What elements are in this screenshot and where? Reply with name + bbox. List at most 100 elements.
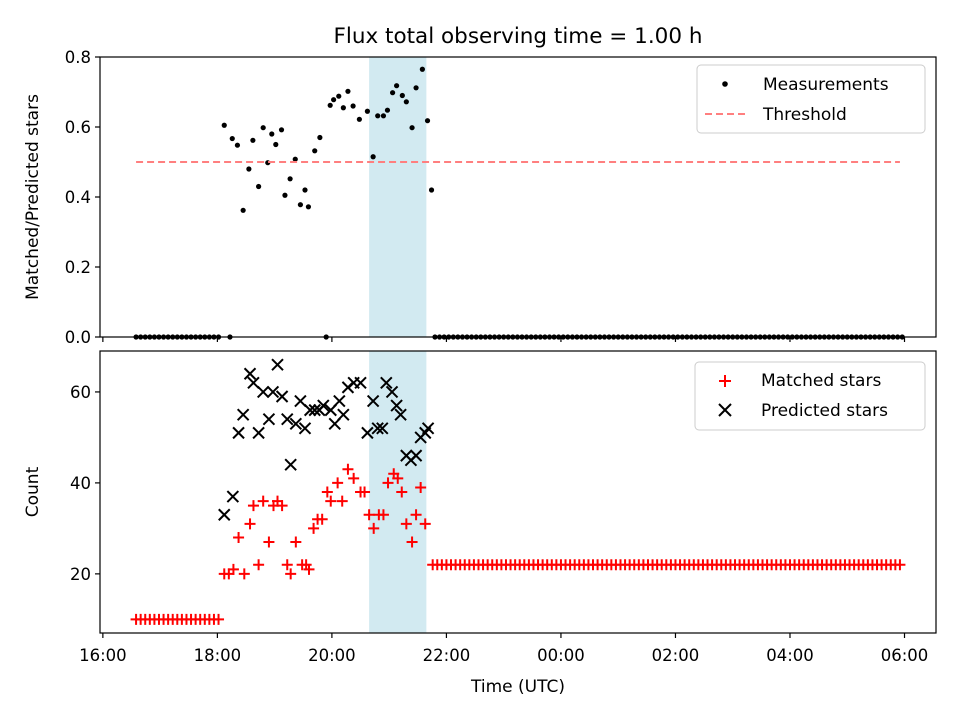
- matched-stars-point: [415, 481, 427, 493]
- count-xtick-label: 16:00: [79, 646, 127, 665]
- ratio-y-ticks: 0.0 0.2 0.4 0.6 0.8: [65, 48, 100, 347]
- measurements-point: [403, 99, 409, 105]
- matched-stars-point: [342, 463, 354, 475]
- measurements-point: [364, 108, 371, 114]
- measurements-point: [273, 141, 279, 148]
- matched-stars-point: [348, 472, 360, 484]
- ratio-y-axis-label: Matched/Predicted stars: [23, 94, 43, 300]
- measurements-point: [413, 85, 419, 91]
- count-xtick-label: 20:00: [308, 646, 356, 665]
- measurements-point: [340, 105, 346, 111]
- measurements-point: [317, 134, 323, 141]
- measurements-point: [331, 97, 337, 103]
- measurements-point: [370, 154, 376, 160]
- count-ytick-label: 40: [70, 474, 91, 493]
- measurements-point: [399, 92, 405, 99]
- matched-stars-point: [392, 472, 404, 484]
- count-xtick-label: 06:00: [881, 646, 929, 665]
- measurements-point: [327, 102, 333, 108]
- matched-stars-point: [227, 563, 239, 575]
- measurements-point: [312, 148, 318, 154]
- matched-stars-point: [285, 568, 297, 580]
- count-axes-frame: [99, 350, 937, 634]
- predicted-stars-point: [247, 376, 260, 390]
- predicted-stars-point: [421, 422, 435, 435]
- predicted-stars-point: [262, 413, 276, 426]
- matched-stars-point: [410, 509, 422, 521]
- matched-stars-point: [368, 522, 380, 534]
- matched-stars-point: [247, 500, 259, 512]
- predicted-stars-point: [275, 390, 289, 403]
- count-plot-marks: [130, 358, 906, 625]
- predicted-stars-point: [354, 376, 367, 390]
- ratio-ytick-label: 0.0: [65, 328, 91, 347]
- measurements-point: [278, 127, 285, 133]
- matched-stars-point: [290, 536, 302, 548]
- matched-stars-point: [377, 509, 389, 521]
- chart-title: Flux total observing time = 1.00 h: [334, 24, 703, 49]
- predicted-stars-point: [298, 422, 312, 435]
- matched-stars-point: [238, 568, 250, 580]
- predicted-stars-point: [366, 394, 380, 408]
- count-xtick-label: 00:00: [537, 646, 585, 665]
- count-y-ticks: 20 40 60: [70, 383, 100, 584]
- ratio-panel: 0.00.20.40.60.8 Matched/Predicted stars …: [23, 48, 937, 347]
- measurements-point: [260, 125, 266, 131]
- predicted-stars-point: [371, 422, 384, 435]
- ratio-ytick-label: 0.8: [65, 48, 91, 67]
- matched-stars-point: [406, 536, 418, 548]
- measurements-point: [221, 122, 227, 128]
- count-panel: 20 40 60 16:00 18:00 20:00 22:00 00:00 02:00 04:…: [23, 350, 937, 697]
- measurements-point: [246, 166, 252, 172]
- measurements-point: [428, 187, 435, 193]
- measurements-point: [409, 125, 415, 131]
- ratio-ytick-label: 0.6: [65, 118, 91, 137]
- predicted-stars-point: [409, 449, 423, 462]
- predicted-stars-point: [243, 367, 257, 380]
- predicted-stars-point: [252, 426, 265, 440]
- measurements-point: [336, 93, 342, 99]
- measurements-point: [305, 204, 312, 210]
- measurements-point: [297, 202, 304, 208]
- count-xtick-label: 04:00: [766, 646, 814, 665]
- matched-stars-point: [396, 486, 408, 498]
- matched-stars-point: [382, 477, 394, 489]
- measurements-point: [394, 83, 400, 89]
- measurements-point: [287, 176, 293, 182]
- matched-stars-point: [419, 518, 431, 530]
- count-legend: Matched stars Predicted stars: [694, 361, 926, 431]
- matched-stars-point: [257, 495, 269, 507]
- predicted-stars-point: [394, 408, 407, 421]
- measurements-point: [229, 135, 235, 142]
- matched-stars-point: [894, 559, 906, 571]
- predicted-stars-point: [376, 422, 389, 435]
- observing-window-span-top: [369, 57, 427, 337]
- measurements-point: [302, 187, 308, 193]
- predicted-stars-point: [317, 399, 330, 412]
- matched-stars-point: [213, 613, 225, 625]
- measurements-point: [350, 103, 356, 109]
- predicted-stars-point: [226, 490, 240, 503]
- measurements-point: [384, 107, 391, 113]
- matched-stars-point: [263, 536, 275, 548]
- predicted-stars-point: [266, 385, 280, 399]
- predicted-stars-point: [256, 385, 270, 399]
- predicted-stars-point: [289, 417, 303, 430]
- matched-stars-point: [253, 559, 265, 571]
- legend-label-threshold: Threshold: [762, 105, 847, 125]
- count-ytick-label: 60: [70, 383, 91, 402]
- legend-marker-measurements: [722, 81, 728, 87]
- matched-stars-point: [233, 531, 245, 543]
- predicted-stars-point: [218, 508, 231, 521]
- measurements-point: [269, 131, 275, 137]
- ratio-x-ticks: [102, 337, 906, 342]
- count-ytick-label: 20: [70, 565, 91, 584]
- matched-stars-point: [276, 500, 288, 512]
- predicted-stars-point: [303, 403, 317, 417]
- matched-stars-point: [400, 518, 412, 530]
- ratio-ytick-label: 0.4: [65, 188, 91, 207]
- count-y-axis-label: Count: [23, 466, 43, 517]
- measurements-point: [345, 88, 351, 94]
- measurements-point: [380, 113, 387, 119]
- x-axis-label: Time (UTC): [470, 677, 565, 697]
